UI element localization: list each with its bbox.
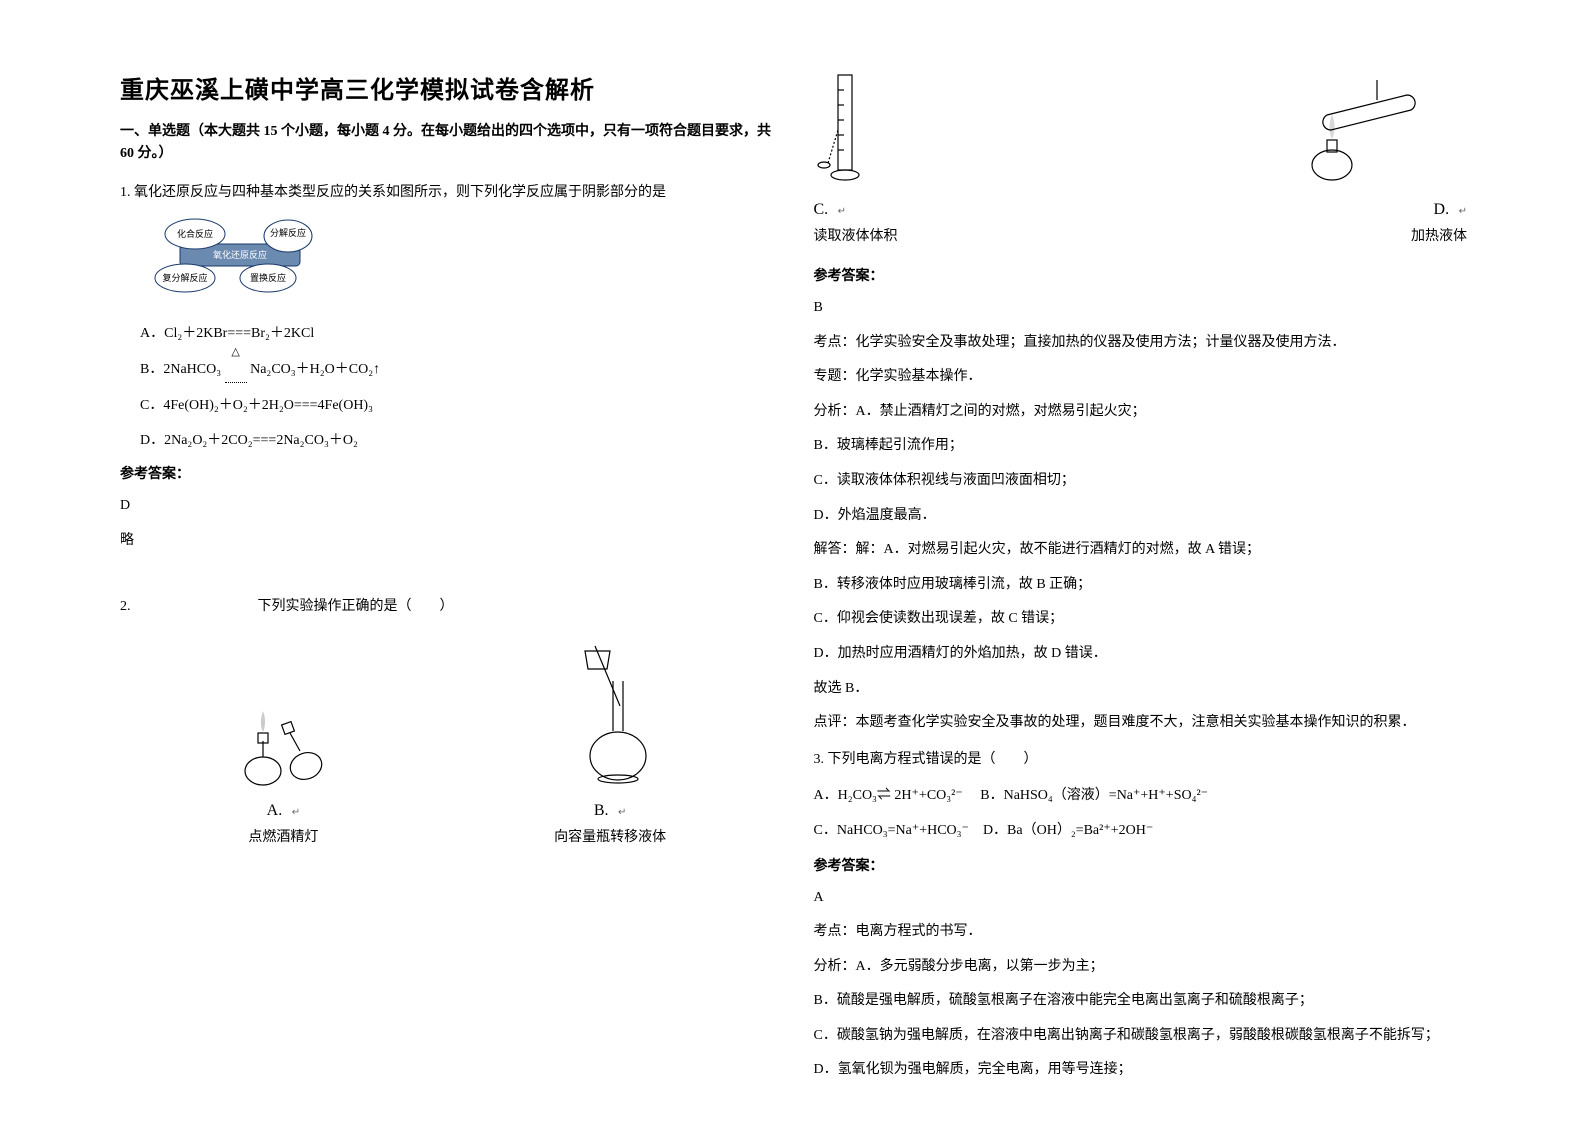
q2-jieda-d: D．加热时应用酒精灯的外焰加热，故 D 错误． bbox=[814, 641, 1468, 668]
q2-c-text: 读取液体体积 bbox=[814, 225, 1032, 245]
q1-explain: 略 bbox=[120, 528, 774, 555]
q2-kaodian: 考点：化学实验安全及事故处理；直接加热的仪器及使用方法；计量仪器及使用方法． bbox=[814, 330, 1468, 357]
q2-d-text: 加热液体 bbox=[1031, 225, 1467, 245]
q3-opt-d: D．Ba（OH）₂=Ba²⁺+2OH⁻ bbox=[983, 823, 1153, 838]
volumetric-flask-icon bbox=[555, 641, 665, 791]
page-root: 重庆巫溪上磺中学高三化学模拟试卷含解析 一、单选题（本大题共 15 个小题，每小… bbox=[0, 0, 1587, 1122]
q2-b-text: 向容量瓶转移液体 bbox=[447, 826, 774, 846]
q2-dianping: 点评：本题考查化学实验安全及事故的处理，题目难度不大，注意相关实验基本操作知识的… bbox=[814, 710, 1468, 737]
q2-cell-b: B. ↵ 向容量瓶转移液体 bbox=[447, 641, 774, 846]
q3-answer: A bbox=[814, 885, 1468, 912]
q1-venn-diagram: 化合反应 分解反应 氧化还原反应 复分解反应 置换反应 bbox=[150, 216, 774, 311]
q1-answer-label: 参考答案： bbox=[120, 463, 774, 483]
alcohol-lamp-light-icon bbox=[228, 671, 338, 791]
q1-stem: 1. 氧化还原反应与四种基本类型反应的关系如图所示，则下列化学反应属于阴影部分的… bbox=[120, 180, 774, 207]
venn-metath-label: 复分解反应 bbox=[162, 272, 207, 283]
heating-tube-icon bbox=[1267, 80, 1467, 190]
q2-d-letter: D. bbox=[1434, 201, 1450, 218]
venn-combine-label: 化合反应 bbox=[177, 228, 213, 239]
left-column: 重庆巫溪上磺中学高三化学模拟试卷含解析 一、单选题（本大题共 15 个小题，每小… bbox=[100, 70, 794, 1072]
venn-redox-label: 氧化还原反应 bbox=[213, 249, 267, 260]
section-1-head: 一、单选题（本大题共 15 个小题，每小题 4 分。在每小题给出的四个选项中，只… bbox=[120, 121, 774, 166]
q1-answer: D bbox=[120, 493, 774, 520]
exam-title: 重庆巫溪上磺中学高三化学模拟试卷含解析 bbox=[120, 70, 774, 105]
q2-fenxi-b: B．玻璃棒起引流作用； bbox=[814, 433, 1468, 460]
q2-stem-row: 2. 下列实验操作正确的是（ ） bbox=[120, 594, 774, 621]
q1-optb-suffix: Na₂CO₃＋H₂O＋CO₂↑ bbox=[250, 362, 380, 377]
q2-stem: 下列实验操作正确的是（ ） bbox=[258, 599, 454, 614]
q3-fenxi-b: B．硫酸是强电解质，硫酸氢根离子在溶液中能完全电离出氢离子和硫酸根离子； bbox=[814, 988, 1468, 1015]
q3-opt-c: C．NaHCO₃=Na⁺+HCO₃⁻ bbox=[814, 823, 969, 838]
q1-option-b: B．2NaHCO₃ Na₂CO₃＋H₂O＋CO₂↑ bbox=[140, 357, 774, 383]
q2-cell-c: C. ↵ 读取液体体积 bbox=[814, 70, 1032, 245]
q2-jieda-a: 解答：解：A．对燃易引起火灾，故不能进行酒精灯的对燃，故 A 错误； bbox=[814, 537, 1468, 564]
q3-fenxi-d: D．氢氧化钡为强电解质，完全电离，用等号连接； bbox=[814, 1057, 1468, 1084]
q2-guxuan: 故选 B． bbox=[814, 676, 1468, 703]
q2-fenxi-d: D．外焰温度最高． bbox=[814, 503, 1468, 530]
q2-b-letter: B. bbox=[594, 802, 609, 819]
q3-stem: 3. 下列电离方程式错误的是（ ） bbox=[814, 747, 1468, 774]
q3-opt-b: B．NaHSO₄（溶液）=Na⁺+H⁺+SO₄²⁻ bbox=[980, 788, 1208, 803]
heat-symbol bbox=[225, 357, 247, 383]
q2-cell-d: D. ↵ 加热液体 bbox=[1031, 80, 1467, 245]
q3-options-ab: A．H₂CO₃⇌ 2H⁺+CO₃²⁻ B．NaHSO₄（溶液）=Na⁺+H⁺+S… bbox=[814, 783, 1468, 810]
q2-stem-prefix: 2. bbox=[120, 599, 131, 614]
q3-opt-a: A．H₂CO₃⇌ 2H⁺+CO₃²⁻ bbox=[814, 788, 963, 803]
q2-jieda-b: B．转移液体时应用玻璃棒引流，故 B 正确； bbox=[814, 572, 1468, 599]
right-column: C. ↵ 读取液体体积 bbox=[794, 70, 1488, 1072]
q2-c-letter: C. bbox=[814, 201, 829, 218]
q1-optb-prefix: B．2NaHCO₃ bbox=[140, 362, 221, 377]
q2-fenxi-a: 分析：A．禁止酒精灯之间的对燃，对燃易引起火灾； bbox=[814, 399, 1468, 426]
q3-options-cd: C．NaHCO₃=Na⁺+HCO₃⁻ D．Ba（OH）₂=Ba²⁺+2OH⁻ bbox=[814, 818, 1468, 845]
graduated-cylinder-icon bbox=[814, 70, 874, 190]
q3-answer-label: 参考答案： bbox=[814, 855, 1468, 875]
q2-answer-label: 参考答案： bbox=[814, 265, 1468, 285]
q1-option-c: C．4Fe(OH)₂＋O₂＋2H₂O===4Fe(OH)₃ bbox=[140, 393, 774, 418]
q2-a-text: 点燃酒精灯 bbox=[120, 826, 447, 846]
q3-fenxi-a: 分析：A．多元弱酸分步电离，以第一步为主； bbox=[814, 954, 1468, 981]
q2-row-ab: A. ↵ 点燃酒精灯 bbox=[120, 641, 774, 846]
q2-b-caption: B. ↵ bbox=[447, 802, 774, 820]
q2-answer: B bbox=[814, 295, 1468, 322]
q2-a-letter: A. bbox=[267, 802, 283, 819]
q2-row-cd: C. ↵ 读取液体体积 bbox=[814, 70, 1468, 245]
venn-decomp-label: 分解反应 bbox=[270, 227, 306, 238]
q2-a-caption: A. ↵ bbox=[120, 802, 447, 820]
venn-displace-label: 置换反应 bbox=[250, 272, 286, 283]
q2-fenxi-c: C．读取液体体积视线与液面凹液面相切； bbox=[814, 468, 1468, 495]
q3-fenxi-c: C．碳酸氢钠为强电解质，在溶液中电离出钠离子和碳酸氢根离子，弱酸酸根碳酸氢根离子… bbox=[814, 1023, 1468, 1050]
q2-jieda-c: C．仰视会使读数出现误差，故 C 错误； bbox=[814, 606, 1468, 633]
q2-cell-a: A. ↵ 点燃酒精灯 bbox=[120, 671, 447, 846]
q2-c-caption: C. ↵ bbox=[814, 201, 1032, 219]
q2-d-caption: D. ↵ bbox=[1031, 201, 1467, 219]
q3-kaodian: 考点：电离方程式的书写． bbox=[814, 919, 1468, 946]
q2-zhuanti: 专题：化学实验基本操作． bbox=[814, 364, 1468, 391]
q1-option-d: D．2Na₂O₂＋2CO₂===2Na₂CO₃＋O₂ bbox=[140, 428, 774, 453]
